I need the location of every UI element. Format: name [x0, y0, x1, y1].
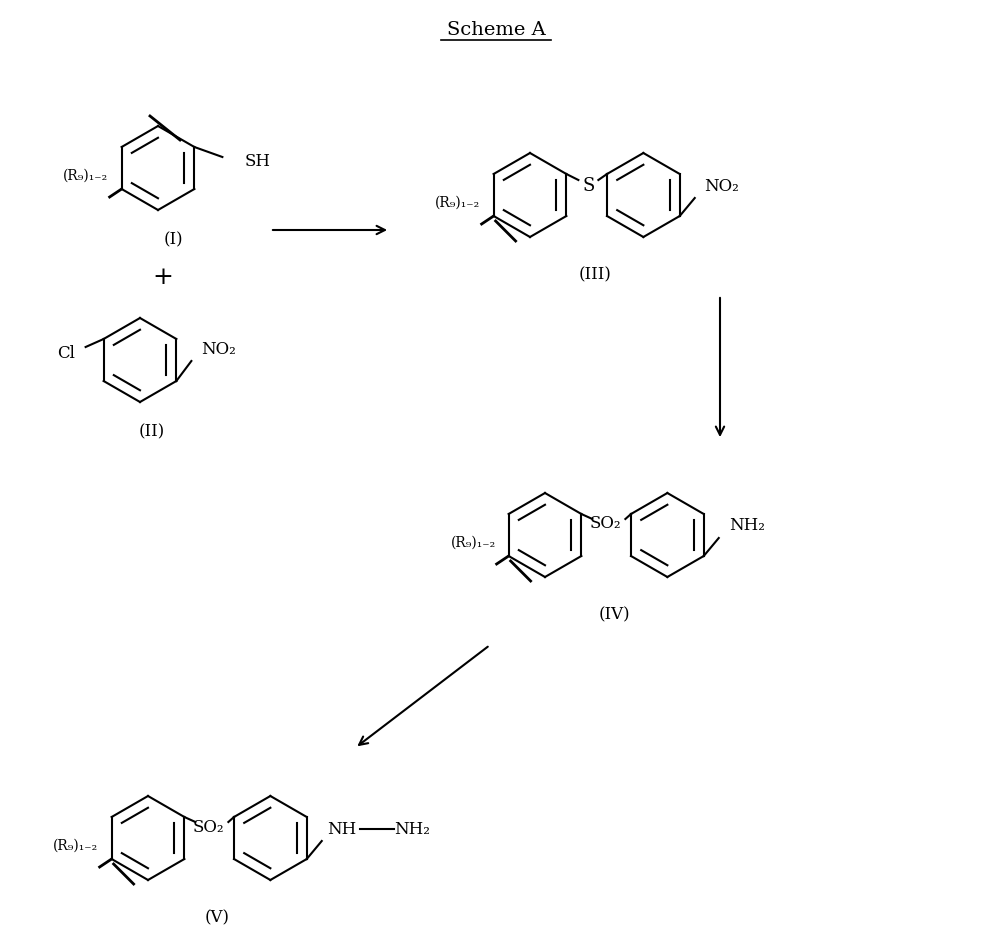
Text: NH₂: NH₂: [729, 518, 765, 535]
Text: (II): (II): [139, 424, 165, 441]
Text: (IV): (IV): [599, 607, 630, 624]
Text: (V): (V): [205, 909, 229, 926]
Text: SO₂: SO₂: [590, 516, 622, 533]
Text: SO₂: SO₂: [193, 818, 224, 835]
Text: NH: NH: [327, 821, 356, 837]
Text: (III): (III): [578, 266, 611, 283]
Text: SH: SH: [244, 154, 270, 171]
Text: Cl: Cl: [57, 345, 74, 362]
Text: NH₂: NH₂: [394, 821, 430, 837]
Text: (R₉)₁₋₂: (R₉)₁₋₂: [64, 169, 108, 183]
Text: NO₂: NO₂: [704, 177, 739, 194]
Text: (R₉)₁₋₂: (R₉)₁₋₂: [435, 196, 481, 210]
Text: (I): (I): [163, 231, 183, 248]
Text: S: S: [582, 177, 595, 195]
Text: +: +: [153, 266, 174, 289]
Text: NO₂: NO₂: [201, 340, 235, 357]
Text: (R₉)₁₋₂: (R₉)₁₋₂: [451, 536, 496, 550]
Text: Scheme A: Scheme A: [447, 21, 545, 39]
Text: (R₉)₁₋₂: (R₉)₁₋₂: [54, 839, 98, 853]
